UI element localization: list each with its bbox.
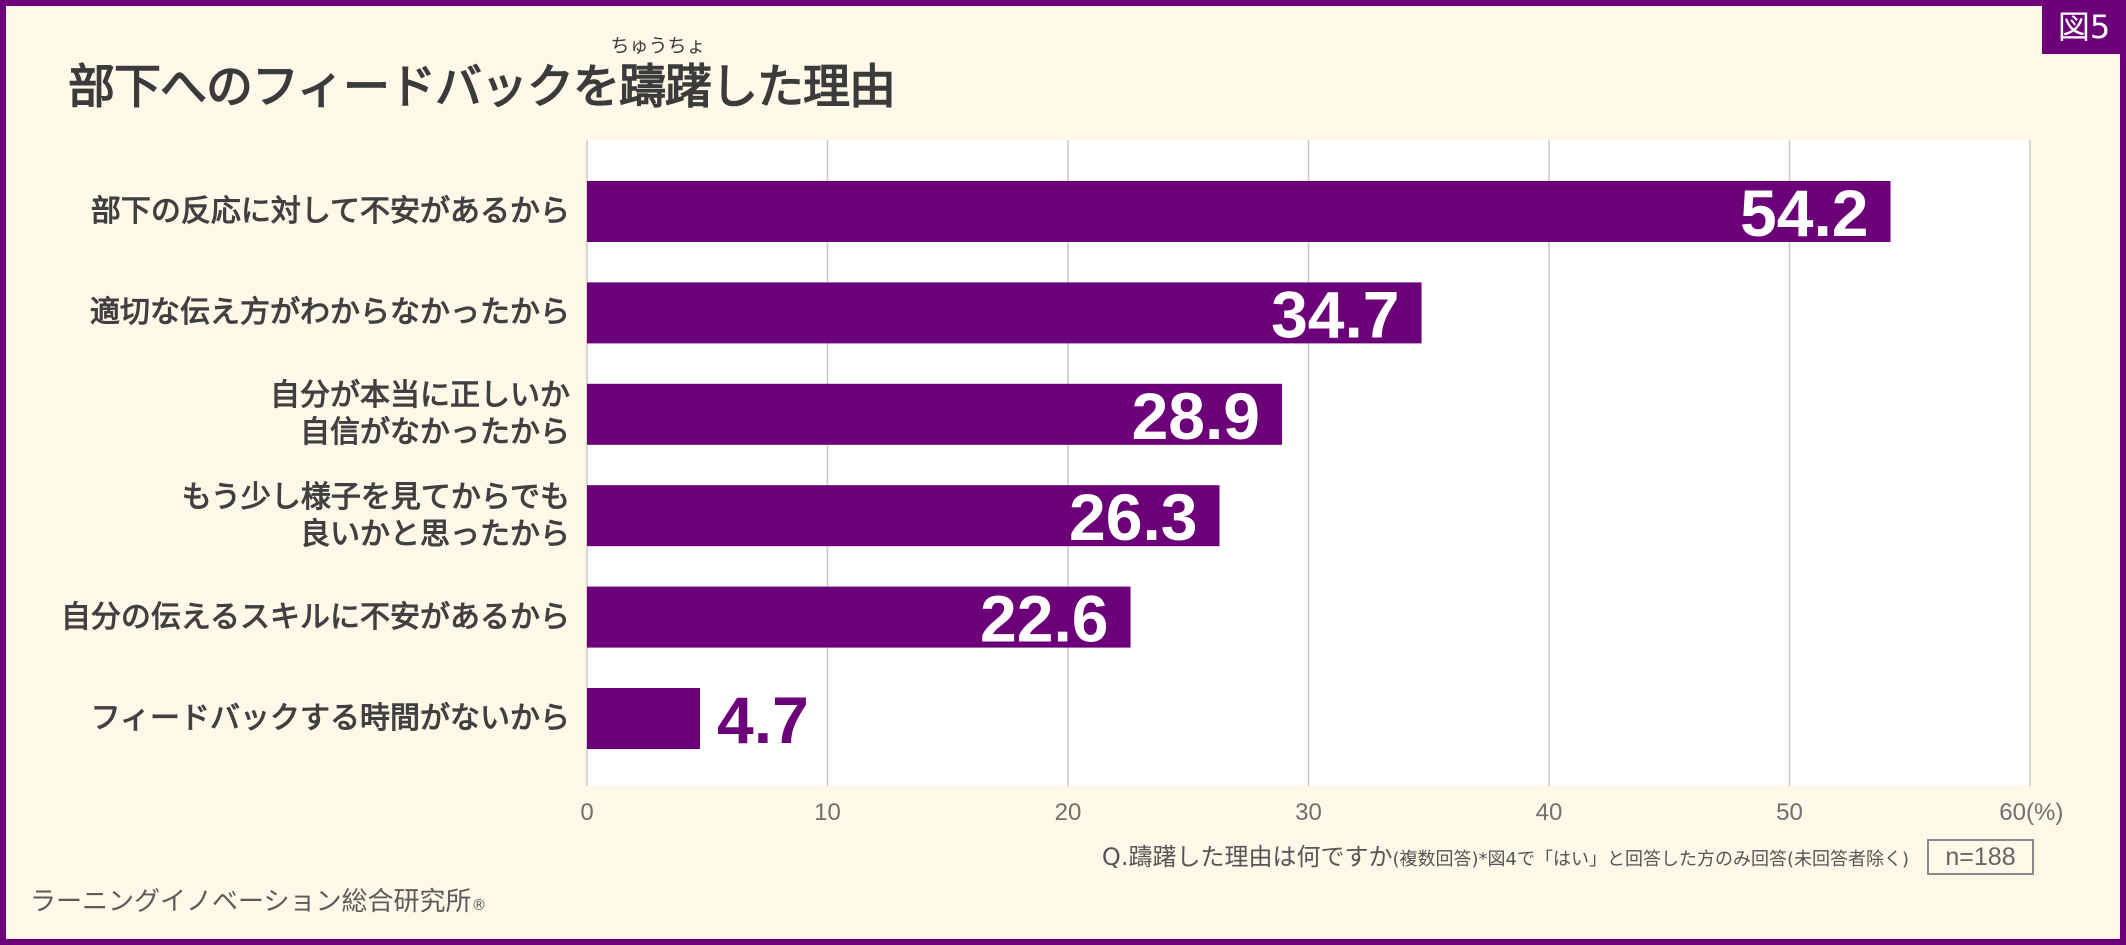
bar [587, 485, 1220, 547]
category-label: 適切な伝え方がわからなかったから [90, 295, 570, 331]
bar [587, 181, 1891, 242]
x-tick-label: 20 [1055, 799, 1082, 826]
survey-question: Q.躊躇した理由は何ですか (複数回答)*図4で「はい」と回答した方のみ回答(未… [1102, 840, 1909, 874]
question-note: (複数回答)*図4で「はい」と回答した方のみ回答(未回答者除く) [1392, 849, 1909, 870]
value-label: 26.3 [1069, 480, 1197, 554]
category-label: 自分が本当に正しいか 自信がなかったから [270, 378, 570, 451]
organization-credit: ラーニングイノベーション総合研究所® [30, 886, 486, 921]
x-tick-label: 50 [1776, 799, 1803, 826]
x-tick-label: 30 [1295, 799, 1322, 826]
title-furigana: ちゅうちょ [610, 35, 706, 57]
bar [587, 586, 1131, 648]
category-label: フィードバックする時間がないから [90, 701, 570, 736]
value-label: 54.2 [1740, 176, 1868, 250]
value-label: 22.6 [980, 582, 1108, 656]
chart-title: 部下へのフィードバックを躊躇した理由 [68, 60, 896, 115]
x-axis-unit: (%) [2026, 799, 2063, 826]
sample-size-box: n=188 [1927, 839, 2034, 875]
value-label: 28.9 [1132, 379, 1260, 453]
bar [587, 688, 701, 749]
x-tick-label: 10 [814, 799, 841, 826]
x-tick-label: 60 [1999, 799, 2026, 826]
category-label: 部下の反応に対して不安があるから [90, 194, 570, 229]
category-label: もう少し様子を見てからでも 良いかと思ったから [181, 479, 570, 552]
question-text: Q.躊躇した理由は何ですか [1101, 843, 1393, 871]
bar [587, 282, 1422, 344]
x-tick-label: 0 [580, 799, 593, 826]
figure-number-badge: 図5 [2042, 0, 2126, 54]
organization-name: ラーニングイノベーション総合研究所 [30, 887, 472, 917]
x-tick-label: 40 [1536, 799, 1563, 826]
value-label: 34.7 [1271, 277, 1399, 351]
value-label: 4.7 [717, 683, 809, 757]
registered-mark: ® [471, 896, 487, 914]
bar [587, 383, 1283, 445]
category-label: 自分の伝えるスキルに不安があるから [60, 599, 570, 635]
